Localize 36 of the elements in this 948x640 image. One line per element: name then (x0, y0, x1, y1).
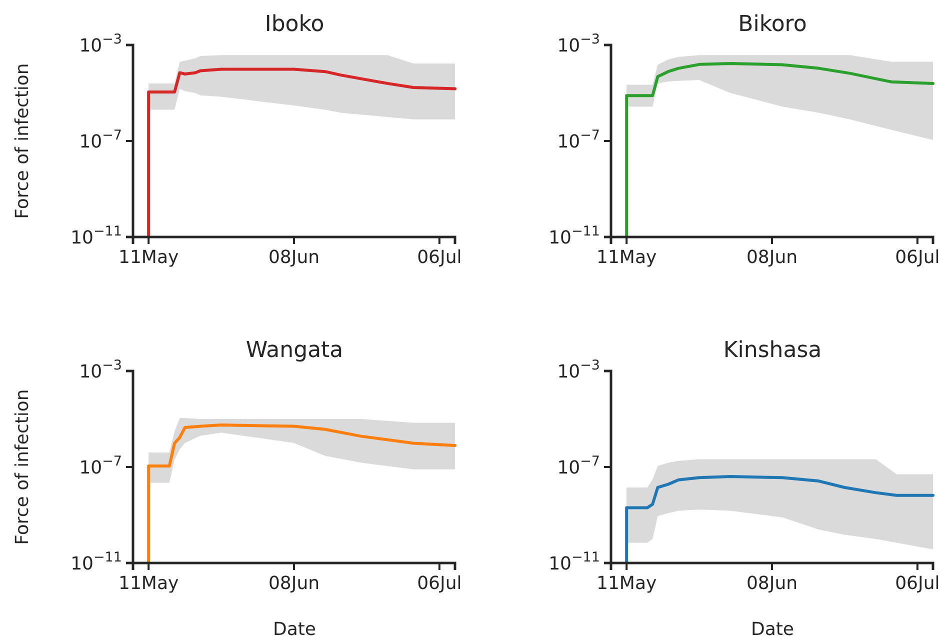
line-series (147, 68, 456, 238)
x-axis-title: Date (750, 619, 794, 640)
x-tick-label: 08Jun (746, 572, 798, 594)
x-tick-label: 11May (596, 572, 657, 594)
y-tick-label: 10$^{−7}$ (557, 127, 600, 152)
y-tick-label: 10$^{−7}$ (79, 453, 122, 478)
y-tick-label: 10$^{−7}$ (557, 453, 600, 478)
x-tick-label: 06Jul (895, 246, 940, 268)
x-axis-title: Date (272, 619, 316, 640)
line-series (625, 475, 934, 564)
chart-title: Kinshasa (723, 338, 822, 363)
chart-title: Bikoro (738, 12, 807, 37)
chart-title: Wangata (246, 338, 344, 363)
x-tick-label: 08Jun (268, 246, 320, 268)
y-tick-label: 10$^{−3}$ (79, 357, 122, 382)
line-series (147, 424, 456, 564)
y-tick-label: 10$^{−3}$ (557, 31, 600, 56)
x-tick-label: 06Jul (417, 246, 462, 268)
x-tick-label: 11May (118, 246, 179, 268)
x-tick-label: 08Jun (746, 246, 798, 268)
x-tick-label: 11May (118, 572, 179, 594)
y-tick-label: 10$^{−3}$ (557, 357, 600, 382)
y-tick-label: 10$^{−11}$ (70, 223, 122, 248)
y-axis-title: Force of infection (12, 389, 33, 545)
x-tick-label: 06Jul (895, 572, 940, 594)
y-tick-label: 10$^{−11}$ (70, 549, 122, 574)
y-tick-label: 10$^{−3}$ (79, 31, 122, 56)
y-tick-label: 10$^{−11}$ (548, 223, 600, 248)
x-tick-label: 08Jun (268, 572, 320, 594)
y-axis-title: Force of infection (12, 63, 33, 219)
y-tick-label: 10$^{−7}$ (79, 127, 122, 152)
chart-title: Iboko (264, 12, 324, 37)
line-series (625, 62, 934, 238)
y-tick-label: 10$^{−11}$ (548, 549, 600, 574)
x-tick-label: 11May (596, 246, 657, 268)
x-tick-label: 06Jul (417, 572, 462, 594)
